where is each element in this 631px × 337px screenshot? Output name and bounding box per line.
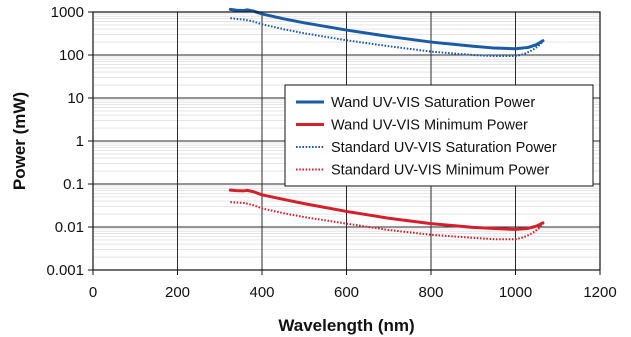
series-line [230,201,544,241]
y-axis-title: Power (mW) [10,92,29,190]
x-tick-label: 400 [249,284,274,301]
y-tick-label: 0.1 [63,176,84,193]
data-series [228,7,545,241]
y-tick-label: 0.001 [46,262,84,279]
x-tick-label: 600 [334,284,359,301]
legend-entry: Standard UV-VIS Saturation Power [331,140,557,156]
x-tick-label: 1200 [583,284,616,301]
y-tick-label: 10 [67,90,84,107]
x-axis-tick-labels: 0 200 400 600 800 1000 1200 [89,284,617,301]
legend-entry: Wand UV-VIS Saturation Power [331,95,535,111]
y-tick-label: 1000 [51,4,84,21]
y-tick-label: 1 [76,133,84,150]
legend-entry: Wand UV-VIS Minimum Power [331,118,528,134]
x-tick-label: 0 [89,284,97,301]
series-line [228,7,545,51]
y-tick-label: 0.01 [55,219,84,236]
y-axis-tick-labels: 0.001 0.01 0.1 1 10 100 1000 [46,4,84,279]
x-axis-title: Wavelength (nm) [278,316,414,335]
x-tick-label: 200 [165,284,190,301]
x-tick-label: 1000 [499,284,532,301]
legend-box [284,84,594,187]
legend-entry: Standard UV-VIS Minimum Power [331,163,550,179]
x-tick-label: 800 [418,284,443,301]
axis-ticks [88,11,601,275]
legend: Wand UV-VIS Saturation Power Wand UV-VIS … [284,84,594,187]
y-tick-label: 100 [59,47,84,64]
series-line [228,188,545,231]
series-line [230,17,544,57]
